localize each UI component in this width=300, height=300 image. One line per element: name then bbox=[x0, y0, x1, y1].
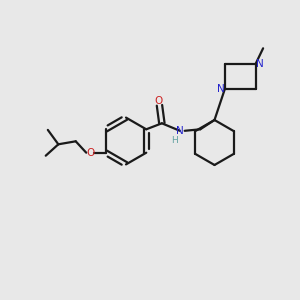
Text: O: O bbox=[155, 96, 163, 106]
Text: O: O bbox=[86, 148, 94, 158]
Text: N: N bbox=[217, 83, 225, 94]
Text: H: H bbox=[171, 136, 178, 145]
Text: N: N bbox=[176, 126, 184, 136]
Text: N: N bbox=[256, 59, 264, 69]
